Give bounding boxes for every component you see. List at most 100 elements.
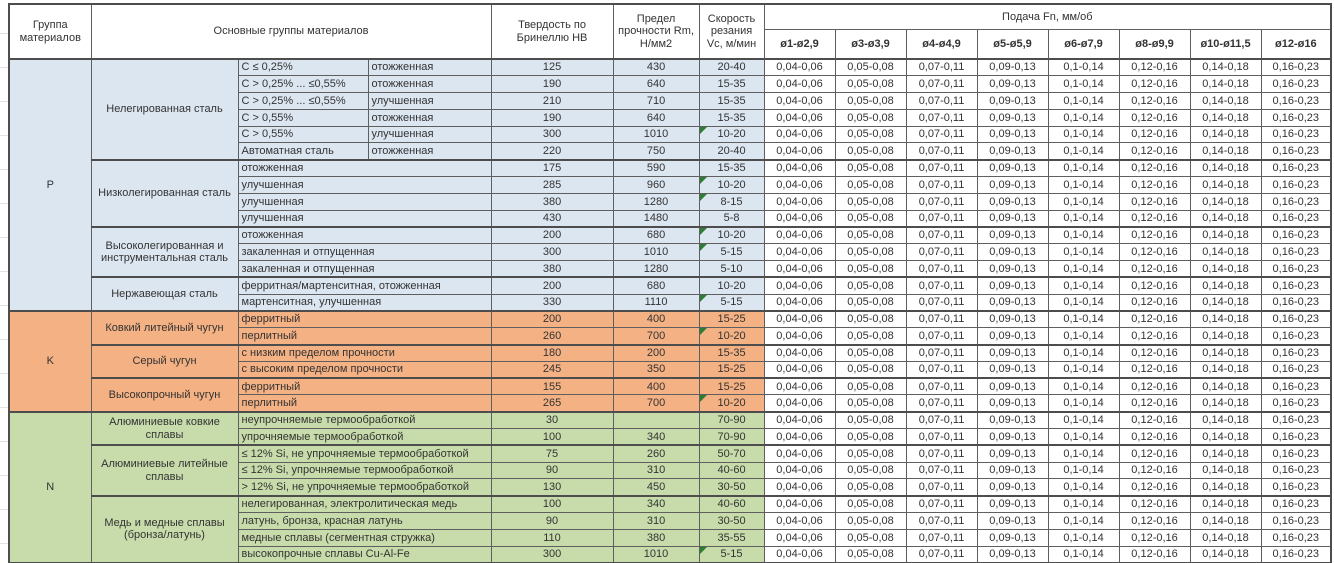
header-feed-d8[interactable]: ø8-ø9,9 (1118, 29, 1191, 60)
cell-feed-value[interactable]: 0,14-0,18 (1189, 158, 1262, 178)
cell-feed-value[interactable]: 0,1-0,14 (1047, 125, 1120, 144)
header-hardness[interactable]: Твердость по Бринеллю НВ (490, 3, 614, 60)
cell-cutting-speed-vc[interactable]: 35-55 (698, 528, 765, 547)
cell-feed-value[interactable]: 0,05-0,08 (834, 478, 907, 497)
cell-hardness-hb[interactable]: 190 (490, 75, 614, 94)
cell-feed-value[interactable]: 0,05-0,08 (834, 360, 907, 379)
cell-feed-value[interactable]: 0,09-0,13 (976, 377, 1049, 396)
cell-hardness-hb[interactable]: 265 (490, 394, 614, 413)
cell-material-description[interactable]: закаленная и отпущенная (237, 243, 492, 262)
cell-feed-value[interactable]: 0,05-0,08 (834, 394, 907, 413)
cell-cutting-speed-vc[interactable]: 20-40 (698, 58, 765, 77)
cell-subgroup-name[interactable]: Ковкий литейный чугун (90, 309, 239, 346)
cell-feed-value[interactable]: 0,1-0,14 (1047, 545, 1120, 563)
cell-feed-value[interactable]: 0,12-0,16 (1118, 512, 1191, 530)
cell-feed-value[interactable]: 0,16-0,23 (1260, 309, 1332, 329)
cell-feed-value[interactable]: 0,09-0,13 (976, 158, 1049, 178)
cell-feed-value[interactable]: 0,14-0,18 (1189, 478, 1262, 497)
cell-subgroup-name[interactable]: Высокопрочный чугун (90, 377, 239, 413)
cell-feed-value[interactable]: 0,16-0,23 (1260, 494, 1332, 514)
cell-feed-value[interactable]: 0,12-0,16 (1118, 75, 1191, 94)
cell-feed-value[interactable]: 0,04-0,06 (763, 410, 836, 430)
cell-material-description[interactable]: закаленная и отпущенная (237, 260, 492, 278)
cell-cutting-speed-vc[interactable]: 5-15 (698, 545, 765, 563)
cell-subgroup-name[interactable]: Серый чугун (90, 343, 239, 379)
cell-hardness-hb[interactable]: 90 (490, 461, 614, 480)
cell-strength-rm[interactable]: 640 (612, 75, 700, 94)
header-feed[interactable]: Подача Fn, мм/об (763, 3, 1332, 30)
cell-hardness-hb[interactable]: 130 (490, 478, 614, 497)
cell-feed-value[interactable]: 0,12-0,16 (1118, 309, 1191, 329)
cell-feed-value[interactable]: 0,14-0,18 (1189, 225, 1262, 245)
cell-material-spec[interactable]: C > 0,25% ... ≤0,55% (237, 75, 369, 94)
cell-hardness-hb[interactable]: 300 (490, 545, 614, 563)
cell-strength-rm[interactable]: 700 (612, 394, 700, 413)
cell-feed-value[interactable]: 0,14-0,18 (1189, 394, 1262, 413)
cell-hardness-hb[interactable]: 380 (490, 260, 614, 278)
cell-feed-value[interactable]: 0,07-0,11 (905, 394, 978, 413)
cell-material-description[interactable]: латунь, бронза, красная латунь (237, 512, 492, 530)
header-feed-d5[interactable]: ø5-ø5,9 (976, 29, 1049, 60)
cell-feed-value[interactable]: 0,14-0,18 (1189, 461, 1262, 480)
cell-feed-value[interactable]: 0,16-0,23 (1260, 528, 1332, 547)
cell-strength-rm[interactable]: 750 (612, 142, 700, 161)
cell-feed-value[interactable]: 0,16-0,23 (1260, 75, 1332, 94)
cell-material-description[interactable]: высокопрочные сплавы Cu-Al-Fe (237, 545, 492, 563)
cell-feed-value[interactable]: 0,05-0,08 (834, 75, 907, 94)
cell-material-description[interactable]: с высоким пределом прочности (237, 360, 492, 379)
cell-feed-value[interactable]: 0,04-0,06 (763, 225, 836, 245)
cell-feed-value[interactable]: 0,07-0,11 (905, 461, 978, 480)
cell-feed-value[interactable]: 0,1-0,14 (1047, 377, 1120, 396)
cell-strength-rm[interactable]: 1010 (612, 243, 700, 262)
cell-cutting-speed-vc[interactable]: 15-35 (698, 158, 765, 178)
cell-feed-value[interactable]: 0,1-0,14 (1047, 58, 1120, 77)
cell-feed-value[interactable]: 0,05-0,08 (834, 243, 907, 262)
header-main-groups[interactable]: Основные группы материалов (90, 3, 492, 60)
cell-feed-value[interactable]: 0,09-0,13 (976, 360, 1049, 379)
cell-feed-value[interactable]: 0,12-0,16 (1118, 243, 1191, 262)
cell-feed-value[interactable]: 0,04-0,06 (763, 343, 836, 362)
cell-feed-value[interactable]: 0,1-0,14 (1047, 343, 1120, 362)
cell-feed-value[interactable]: 0,14-0,18 (1189, 444, 1262, 463)
cell-feed-value[interactable]: 0,07-0,11 (905, 108, 978, 127)
cell-hardness-hb[interactable]: 175 (490, 158, 614, 178)
cell-feed-value[interactable]: 0,1-0,14 (1047, 176, 1120, 194)
cell-feed-value[interactable]: 0,04-0,06 (763, 327, 836, 346)
cell-feed-value[interactable]: 0,04-0,06 (763, 377, 836, 396)
cell-feed-value[interactable]: 0,09-0,13 (976, 494, 1049, 514)
cell-feed-value[interactable]: 0,05-0,08 (834, 444, 907, 463)
cell-strength-rm[interactable]: 200 (612, 343, 700, 362)
cell-cutting-speed-vc[interactable]: 15-25 (698, 360, 765, 379)
cell-feed-value[interactable]: 0,1-0,14 (1047, 494, 1120, 514)
cell-strength-rm[interactable]: 450 (612, 478, 700, 497)
cell-feed-value[interactable]: 0,07-0,11 (905, 276, 978, 295)
cell-feed-value[interactable]: 0,07-0,11 (905, 309, 978, 329)
cell-feed-value[interactable]: 0,12-0,16 (1118, 444, 1191, 463)
cell-feed-value[interactable]: 0,09-0,13 (976, 58, 1049, 77)
cell-material-description[interactable]: нелегированная, электролитическая медь (237, 494, 492, 514)
cell-material-spec[interactable]: C ≤ 0,25% (237, 58, 369, 77)
cell-subgroup-name[interactable]: Высоколегированная и инструментальная ст… (90, 225, 239, 278)
cell-hardness-hb[interactable]: 245 (490, 360, 614, 379)
cell-hardness-hb[interactable]: 330 (490, 293, 614, 312)
cell-material-description[interactable]: медные сплавы (сегментная стружка) (237, 528, 492, 547)
cell-feed-value[interactable]: 0,16-0,23 (1260, 360, 1332, 379)
cell-feed-value[interactable]: 0,09-0,13 (976, 192, 1049, 211)
cell-feed-value[interactable]: 0,16-0,23 (1260, 260, 1332, 278)
cell-feed-value[interactable]: 0,09-0,13 (976, 478, 1049, 497)
cell-feed-value[interactable]: 0,14-0,18 (1189, 360, 1262, 379)
cell-material-description[interactable]: улучшенная (237, 176, 492, 194)
cell-feed-value[interactable]: 0,04-0,06 (763, 176, 836, 194)
cell-feed-value[interactable]: 0,16-0,23 (1260, 545, 1332, 563)
cell-feed-value[interactable]: 0,14-0,18 (1189, 309, 1262, 329)
cell-feed-value[interactable]: 0,04-0,06 (763, 545, 836, 563)
cell-feed-value[interactable]: 0,04-0,06 (763, 394, 836, 413)
cell-feed-value[interactable]: 0,04-0,06 (763, 92, 836, 110)
cell-feed-value[interactable]: 0,1-0,14 (1047, 327, 1120, 346)
cell-feed-value[interactable]: 0,04-0,06 (763, 209, 836, 228)
cell-feed-value[interactable]: 0,07-0,11 (905, 410, 978, 430)
cell-feed-value[interactable]: 0,1-0,14 (1047, 209, 1120, 228)
cell-cutting-speed-vc[interactable]: 10-20 (698, 225, 765, 245)
cell-feed-value[interactable]: 0,12-0,16 (1118, 293, 1191, 312)
cell-material-condition[interactable]: отожженная (367, 108, 492, 127)
